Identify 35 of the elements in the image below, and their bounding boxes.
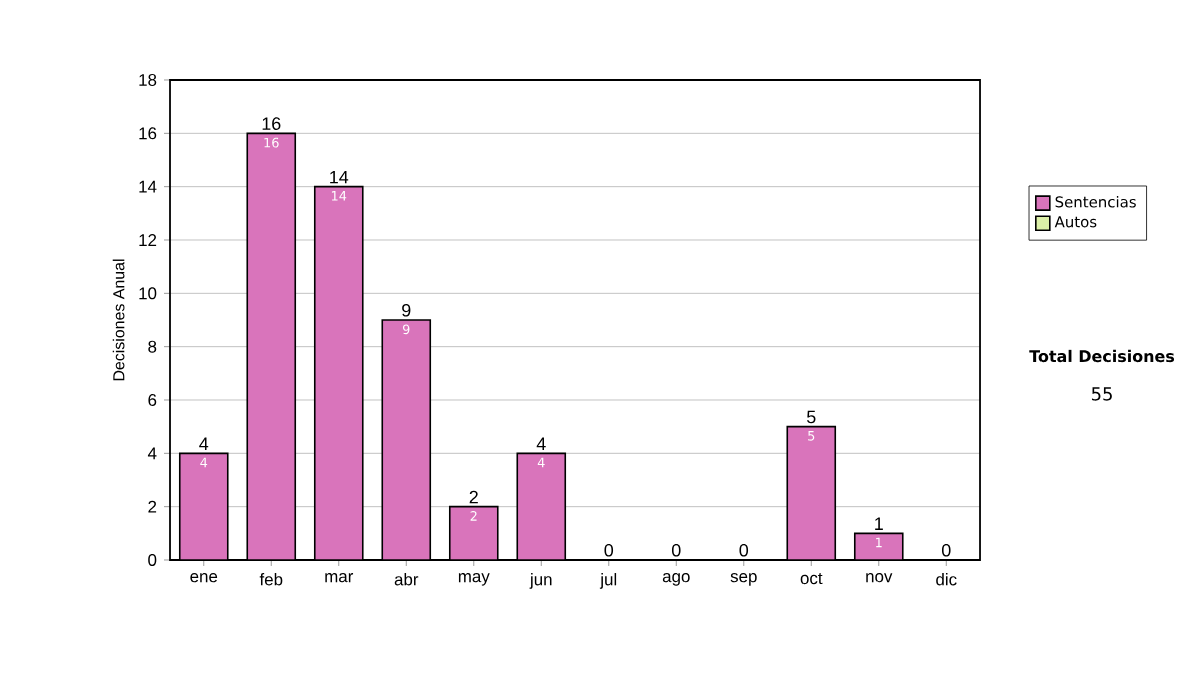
x-tick-label: sep (730, 573, 757, 586)
total-label: 1 (875, 517, 883, 530)
x-tick-label: jun (529, 573, 552, 589)
y-tick-label: 4 (147, 447, 157, 460)
total-label: 14 (330, 170, 349, 184)
x-tick-label: jul (599, 573, 617, 589)
x-tick-label: feb (259, 573, 283, 586)
total-label: 5 (807, 410, 816, 424)
x-tick-label: abr (394, 573, 419, 586)
y-tick-label: 14 (139, 180, 157, 193)
y-tick-label: 0 (148, 554, 157, 566)
x-tick-label: dic (936, 573, 957, 586)
x-tick-label: mar (325, 573, 354, 583)
x-tick-label: oct (800, 573, 823, 585)
total-label: 4 (199, 437, 209, 450)
y-tick-label: 6 (148, 394, 157, 406)
y-tick-label: 10 (139, 287, 157, 300)
total-label: 0 (739, 543, 749, 557)
y-tick-label: 8 (148, 340, 157, 353)
total-label: 0 (604, 543, 614, 557)
text: 55 (1091, 387, 1112, 401)
y-tick-label: 18 (139, 74, 157, 86)
total-label: 0 (941, 543, 951, 557)
x-tick-label: ene (190, 573, 218, 583)
x-tick-label: ago (662, 573, 690, 586)
total-label: 9 (402, 303, 411, 317)
x-tick-label: may (458, 573, 490, 586)
y-tick-label: 12 (139, 234, 157, 246)
y-tick-label: 2 (148, 500, 157, 513)
x-tick-label: nov (866, 573, 893, 583)
total-label: 16 (262, 117, 281, 130)
total-label: 0 (671, 543, 681, 557)
total-label: 4 (536, 437, 546, 450)
total-label: 2 (469, 490, 478, 504)
y-tick-label: 16 (139, 127, 157, 140)
